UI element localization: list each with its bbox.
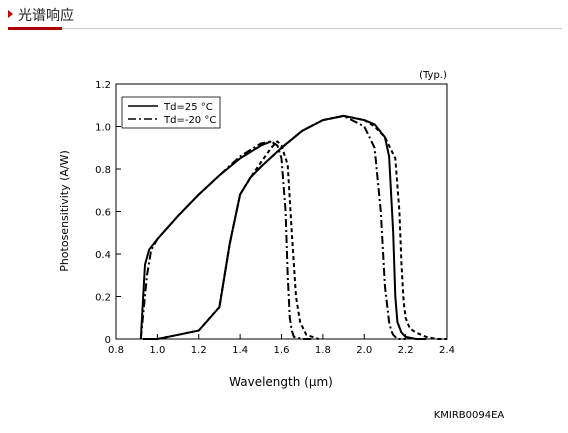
y-axis-label: Photosensitivity (A/W) xyxy=(58,150,71,272)
x-tick-label: 1.2 xyxy=(191,345,207,356)
legend-label: Td=25 °C xyxy=(163,102,213,113)
figure-code: KMIRB0094EA xyxy=(434,410,505,421)
x-tick-label: 2.4 xyxy=(439,345,455,356)
axes: 0.8 1.0 1.2 1.4 1.6 1.8 2.0 2.2 2.4 0 0.2 0.4 0.6 0.8… xyxy=(95,80,455,356)
section-header: 光谱响应 xyxy=(0,0,568,30)
series-4-line xyxy=(142,140,320,340)
x-tick-label: 2.0 xyxy=(356,345,372,356)
legend-label: Td=-20 °C xyxy=(163,115,216,126)
x-tick-label: 2.2 xyxy=(398,345,414,356)
y-tick-label: 1.0 xyxy=(95,123,111,134)
y-tick-label: 1.2 xyxy=(95,80,111,91)
x-axis-label: Wavelength (µm) xyxy=(229,375,333,389)
x-tick-label: 1.8 xyxy=(315,345,331,356)
header-divider xyxy=(8,28,562,29)
series-0-line xyxy=(139,140,272,340)
series-2-line xyxy=(139,140,313,340)
section-title: 光谱响应 xyxy=(18,8,74,24)
legend: Td=25 °C Td=-20 °C xyxy=(121,96,221,129)
y-tick-label: 0.8 xyxy=(95,165,111,176)
x-tick-label: 1.4 xyxy=(232,345,248,356)
x-tick-label: 1.6 xyxy=(274,345,290,356)
legend-box xyxy=(121,96,221,129)
triangle-bullet-icon xyxy=(8,10,13,18)
series-layer xyxy=(139,114,447,340)
y-tick-label: 0.6 xyxy=(95,208,111,219)
x-tick-label: 1.0 xyxy=(149,345,165,356)
series-5-line xyxy=(322,114,447,340)
series-1-line xyxy=(142,114,427,340)
series-3-line xyxy=(218,114,406,340)
header-accent-bar xyxy=(8,27,62,30)
chart-note: (Typ.) xyxy=(419,70,447,81)
y-tick-label: 0 xyxy=(105,335,111,346)
y-tick-label: 0.2 xyxy=(95,293,111,304)
x-tick-label: 0.8 xyxy=(108,345,124,356)
y-tick-label: 0.4 xyxy=(95,250,111,261)
